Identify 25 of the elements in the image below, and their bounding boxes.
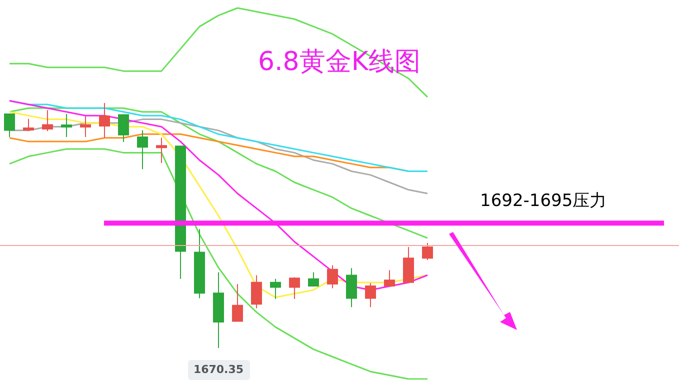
- candlestick: [422, 242, 433, 261]
- annotation: 1670.35: [188, 360, 250, 380]
- candlestick: [346, 268, 357, 308]
- candlestick: [156, 137, 167, 164]
- candlestick: [213, 272, 224, 348]
- candlestick: [137, 130, 148, 170]
- candlestick: [308, 272, 319, 287]
- candlestick: [327, 264, 338, 289]
- candlestick: [384, 270, 395, 287]
- candlestick: [194, 228, 205, 299]
- candlestick: [4, 114, 15, 138]
- candlestick: [175, 146, 186, 280]
- candlestick: [99, 102, 110, 138]
- candlestick: [270, 278, 281, 300]
- candlestick: [80, 115, 91, 138]
- candlestick: [232, 284, 243, 322]
- candlestick: [365, 282, 376, 308]
- candlestick: [23, 118, 34, 132]
- candlestick: [251, 274, 262, 309]
- candlestick: [403, 246, 414, 283]
- candlestick: [42, 110, 53, 132]
- candlestick: [118, 114, 129, 142]
- ref-line-label: 1692-1695压力: [480, 191, 607, 212]
- candlestick: [289, 276, 300, 300]
- candlestick: [61, 114, 72, 138]
